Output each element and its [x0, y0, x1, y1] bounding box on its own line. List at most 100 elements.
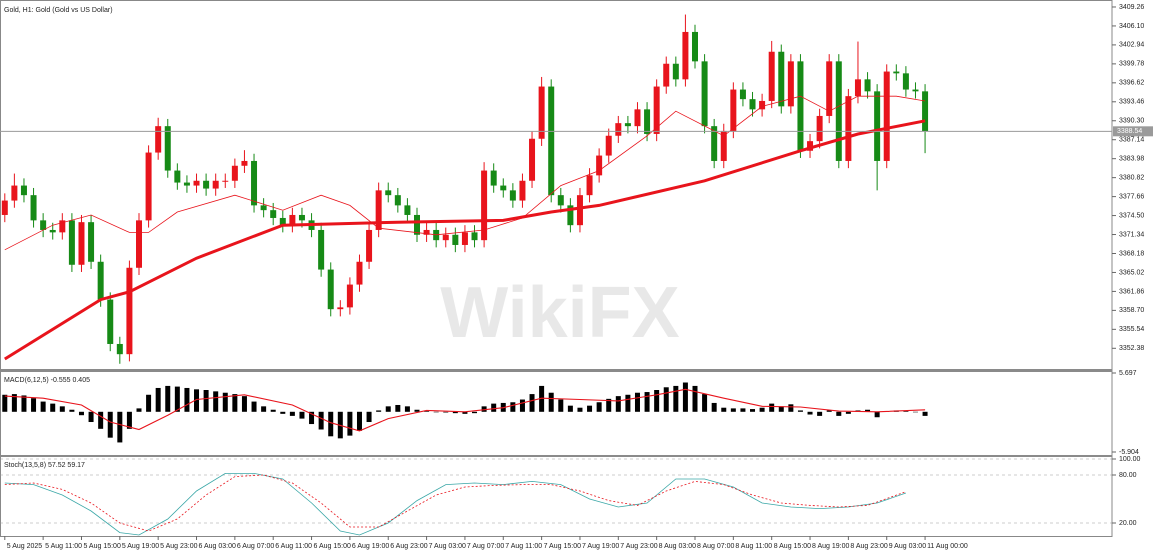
candle-body — [270, 210, 277, 218]
candle-body — [672, 63, 679, 80]
candle-body — [346, 284, 353, 308]
macd-bar — [414, 409, 420, 412]
y-tick-label: 3377.66 — [1119, 193, 1144, 200]
candle-body — [701, 61, 708, 127]
macd-bar — [567, 405, 573, 412]
candle-body — [279, 217, 286, 226]
macd-bar — [136, 408, 142, 412]
candle-body — [548, 86, 555, 196]
macd-bar — [673, 385, 679, 412]
candle-body — [442, 234, 449, 241]
macd-bar — [912, 411, 918, 413]
macd-bar — [443, 411, 449, 413]
macd-bar — [11, 394, 17, 412]
candle-body — [385, 190, 392, 196]
macd-bar — [472, 411, 478, 414]
x-tick-label: 8 Aug 11:00 — [735, 543, 772, 550]
macd-bar — [826, 410, 832, 412]
macd-bar — [702, 394, 708, 412]
x-tick-label: 7 Aug 03:00 — [429, 543, 466, 550]
macd-bar — [778, 406, 784, 412]
candle-body — [845, 96, 852, 161]
signal-line — [4, 388, 926, 432]
candle-body — [711, 126, 718, 161]
candle-body — [423, 229, 430, 235]
x-tick-label: 8 Aug 23:00 — [850, 543, 887, 550]
candle-body — [854, 79, 861, 97]
y-tick-label: 3406.10 — [1119, 23, 1144, 30]
candle-body — [11, 185, 18, 201]
candle-body — [193, 180, 200, 186]
candle-body — [778, 51, 785, 107]
macd-bar — [759, 407, 765, 412]
candle-body — [816, 115, 823, 142]
candle-body — [644, 109, 651, 134]
candle-body — [624, 123, 631, 127]
macd-bar — [491, 403, 497, 412]
candle-body — [174, 170, 181, 183]
candle-body — [739, 89, 746, 100]
macd-bar — [596, 402, 602, 412]
candle-body — [883, 71, 890, 161]
candle-body — [30, 195, 37, 221]
y-tick-label: 3352.38 — [1119, 345, 1144, 352]
x-tick-label: 5 Aug 11:00 — [45, 543, 82, 550]
x-tick-label: 7 Aug 11:00 — [505, 543, 542, 550]
macd-bar — [251, 401, 257, 412]
candle-body — [212, 180, 219, 189]
macd-bar — [395, 404, 401, 412]
candle-body — [653, 86, 660, 134]
y-tick-label: 3409.26 — [1119, 4, 1144, 11]
candle-body — [749, 99, 756, 110]
y-tick-label: 100.00 — [1119, 456, 1141, 463]
macd-bar — [88, 411, 94, 423]
candle-body — [529, 138, 536, 181]
macd-bar — [98, 411, 104, 429]
macd-bar — [203, 390, 209, 412]
candle-body — [461, 232, 468, 245]
candle-body — [404, 205, 411, 215]
y-tick-label: 3355.54 — [1119, 326, 1144, 333]
candle-body — [720, 130, 727, 161]
candle-body — [893, 71, 900, 74]
candle-body — [298, 214, 305, 221]
macd-bar — [280, 411, 286, 414]
macd-bar — [126, 411, 132, 429]
macd-bar — [817, 411, 823, 416]
x-tick-label: 7 Aug 19:00 — [582, 543, 619, 550]
macd-bar — [194, 389, 200, 412]
candle-body — [596, 155, 603, 176]
candle-body — [327, 269, 334, 310]
macd-bar — [107, 411, 113, 438]
pane-title: Gold, H1: Gold (Gold vs US Dollar) — [4, 7, 113, 14]
macd-bar — [663, 387, 669, 412]
y-tick-label: 3374.50 — [1119, 212, 1144, 219]
macd-bar — [558, 399, 564, 412]
candle-body — [835, 61, 842, 161]
macd-bar — [845, 411, 851, 414]
macd-bar — [922, 411, 928, 416]
x-tick-label: 5 Aug 15:00 — [83, 543, 120, 550]
macd-bar — [356, 411, 362, 431]
candle-body — [126, 267, 133, 355]
moving-average — [4, 119, 926, 361]
candle-body — [68, 220, 75, 265]
macd-bar — [577, 407, 583, 412]
y-tick-label: 3365.02 — [1119, 269, 1144, 276]
macd-bar — [328, 411, 334, 437]
candle-body — [394, 195, 401, 206]
stoch-line — [4, 474, 907, 532]
macd-bar — [184, 387, 190, 412]
macd-bar — [366, 411, 372, 423]
candle-body — [490, 170, 497, 186]
candle-body — [576, 195, 583, 226]
macd-bar — [222, 392, 228, 412]
macd-bar — [433, 411, 439, 413]
candle-body — [251, 160, 258, 206]
candle-body — [183, 182, 190, 186]
macd-bar — [213, 391, 219, 412]
x-tick-label: 5 Aug 2025 — [7, 543, 43, 550]
macd-bar — [769, 403, 775, 412]
